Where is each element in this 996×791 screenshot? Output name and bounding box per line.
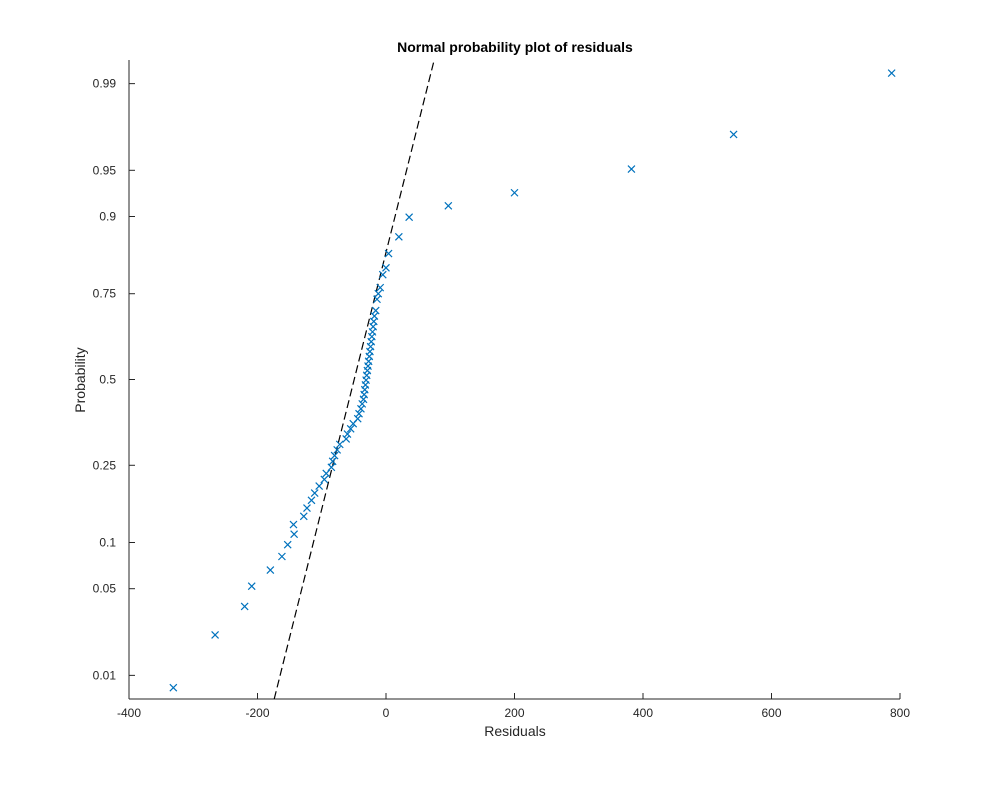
x-tick-label: -200	[245, 706, 269, 720]
y-tick-label: 0.01	[93, 668, 117, 682]
data-point-marker	[627, 165, 636, 173]
y-axis-label: Probability	[72, 347, 88, 412]
data-point-marker	[330, 451, 339, 460]
data-point-marker	[405, 213, 414, 222]
x-tick-label: 0	[383, 706, 390, 720]
data-point-marker	[315, 482, 324, 491]
data-point-marker	[247, 582, 256, 591]
data-point-marker	[887, 69, 896, 78]
data-point-marker	[357, 404, 365, 413]
reference-line	[273, 59, 435, 700]
y-tick-label: 0.1	[99, 535, 116, 549]
data-point-marker	[342, 435, 351, 443]
data-point-marker	[307, 496, 316, 505]
data-point-marker	[384, 249, 393, 258]
data-point-marker	[335, 440, 344, 449]
data-point-marker	[353, 414, 362, 423]
data-point-marker	[328, 457, 337, 466]
data-point-marker	[444, 201, 453, 210]
data-point-marker	[729, 130, 738, 139]
x-tick-label: 400	[633, 706, 653, 720]
data-point-marker	[277, 552, 286, 561]
data-point-marker	[289, 520, 298, 529]
data-point-marker	[346, 424, 355, 433]
data-point-marker	[358, 399, 367, 408]
x-tick-label: -400	[117, 706, 141, 720]
x-tick-label: 600	[761, 706, 781, 720]
axes: -400 -200 0 200 400 600 800 0.01 0.05 0.1 0.25 0.5 0…	[93, 60, 910, 720]
x-tick-label: 800	[890, 706, 910, 720]
data-point-marker	[290, 530, 299, 539]
y-tick-label: 0.25	[93, 458, 117, 472]
data-point-marker	[303, 504, 311, 513]
y-tick-label: 0.75	[93, 287, 117, 301]
chart-title: Normal probability plot of residuals	[397, 39, 633, 55]
data-point-marker	[327, 463, 336, 472]
data-point-marker	[322, 469, 331, 478]
y-tick-label: 0.99	[93, 77, 117, 91]
data-point-marker	[310, 489, 319, 497]
x-tick-label: 200	[504, 706, 524, 720]
y-tick-label: 0.9	[99, 210, 116, 224]
data-point-marker	[333, 445, 342, 454]
data-points	[169, 69, 896, 692]
y-tick-label: 0.05	[93, 582, 117, 596]
data-point-marker	[320, 475, 329, 484]
data-point-marker	[378, 270, 387, 279]
data-point-marker	[240, 602, 249, 611]
data-point-marker	[376, 283, 385, 292]
y-tick-label: 0.95	[93, 163, 117, 177]
data-point-marker	[266, 566, 275, 575]
data-point-marker	[355, 409, 363, 418]
reference-line-layer	[273, 59, 435, 700]
data-point-marker	[211, 631, 220, 639]
data-point-marker	[299, 512, 308, 521]
data-point-marker	[169, 683, 178, 692]
data-point-marker	[374, 289, 383, 298]
data-point-marker	[394, 232, 403, 241]
data-point-marker	[283, 540, 292, 549]
data-point-marker	[510, 188, 519, 197]
data-point-marker	[382, 263, 390, 272]
data-point-marker	[371, 306, 380, 315]
y-tick-label: 0.5	[99, 373, 116, 387]
x-axis-label: Residuals	[484, 723, 545, 739]
data-point-marker	[343, 430, 352, 438]
